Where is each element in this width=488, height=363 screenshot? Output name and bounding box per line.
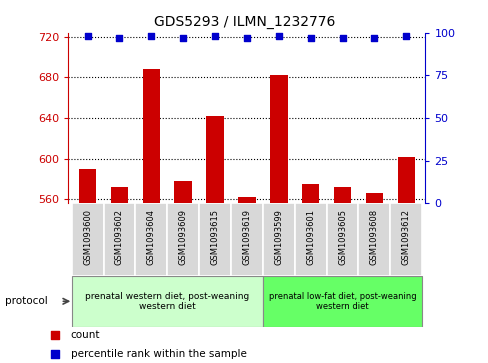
Text: GSM1093619: GSM1093619	[242, 209, 251, 265]
Text: GSM1093600: GSM1093600	[83, 209, 92, 265]
Point	[334, 295, 342, 301]
Text: GSM1093615: GSM1093615	[210, 209, 219, 265]
Text: GDS5293 / ILMN_1232776: GDS5293 / ILMN_1232776	[154, 15, 334, 29]
Point	[147, 33, 155, 39]
Point	[115, 35, 123, 41]
Text: GSM1093612: GSM1093612	[401, 209, 410, 265]
Bar	[333, 187, 350, 203]
Bar	[79, 169, 96, 203]
Text: prenatal low-fat diet, post-weaning
western diet: prenatal low-fat diet, post-weaning west…	[268, 291, 415, 311]
Bar	[142, 69, 160, 203]
Bar	[397, 156, 414, 203]
Text: GSM1093609: GSM1093609	[178, 209, 187, 265]
Bar	[230, 203, 263, 276]
Bar	[301, 184, 319, 203]
Text: GSM1093608: GSM1093608	[369, 209, 378, 265]
Text: percentile rank within the sample: percentile rank within the sample	[71, 350, 246, 359]
Bar	[294, 203, 326, 276]
Bar	[269, 75, 287, 203]
Bar	[135, 203, 167, 276]
Bar	[110, 187, 128, 203]
Point	[370, 35, 378, 41]
Text: prenatal western diet, post-weaning
western diet: prenatal western diet, post-weaning west…	[85, 291, 249, 311]
Text: GSM1093604: GSM1093604	[146, 209, 156, 265]
Text: GSM1093602: GSM1093602	[115, 209, 123, 265]
Bar	[389, 203, 421, 276]
Text: GSM1093605: GSM1093605	[337, 209, 346, 265]
Point	[211, 33, 219, 39]
Bar	[358, 203, 389, 276]
Bar	[174, 181, 192, 203]
Point	[243, 35, 250, 41]
Point	[338, 35, 346, 41]
Text: GSM1093599: GSM1093599	[274, 209, 283, 265]
Text: count: count	[71, 330, 100, 340]
Point	[83, 33, 91, 39]
Bar	[238, 197, 255, 203]
Bar	[167, 203, 199, 276]
Bar	[263, 203, 294, 276]
Point	[402, 33, 409, 39]
Point	[334, 117, 342, 123]
Bar	[72, 203, 103, 276]
Point	[274, 33, 282, 39]
Point	[179, 35, 187, 41]
Text: protocol: protocol	[5, 296, 47, 306]
Text: GSM1093601: GSM1093601	[305, 209, 315, 265]
Bar	[206, 116, 224, 203]
Bar	[326, 203, 358, 276]
Bar	[103, 203, 135, 276]
Bar	[199, 203, 230, 276]
Bar	[263, 276, 421, 327]
Bar	[365, 193, 383, 203]
Point	[306, 35, 314, 41]
Bar	[72, 276, 263, 327]
